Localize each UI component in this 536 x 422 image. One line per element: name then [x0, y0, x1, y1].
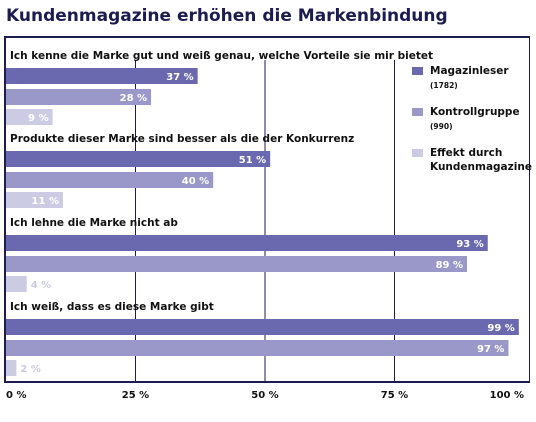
legend-label-kontrollgruppe: Kontrollgruppe: [430, 106, 520, 118]
chart-title: Kundenmagazine erhöhen die Markenbindung: [6, 6, 448, 26]
plot-area-border: [4, 38, 530, 383]
data-label-s0-c3: 99 %: [487, 323, 514, 334]
category-label-1: Produkte dieser Marke sind besser als di…: [10, 133, 354, 145]
data-label-s0-c2: 93 %: [456, 239, 483, 250]
tick-label-50: 50 %: [251, 390, 278, 401]
bar-s2-c3: [6, 360, 17, 376]
legend-swatch-effekt: [412, 149, 423, 157]
tick-label-25: 25 %: [122, 390, 149, 401]
tick-label-0: 0 %: [6, 390, 26, 401]
bar-s2-c1: [6, 192, 63, 208]
bar-s1-c0: [6, 89, 152, 105]
data-label-s2-c0: 9 %: [28, 113, 48, 124]
category-label-2: Ich lehne die Marke nicht ab: [10, 217, 178, 229]
legend-label-magazinleser: Magazinleser: [430, 65, 509, 77]
bar-s1-c2: [6, 256, 468, 272]
bar-s0-c3: [6, 319, 519, 335]
legend: Magazinleser (1782) Kontrollgruppe (990)…: [412, 64, 532, 186]
bar-s2-c0: [6, 109, 53, 125]
data-label-s0-c0: 37 %: [166, 72, 193, 83]
bar-s0-c0: [6, 68, 198, 84]
title-divider: [4, 36, 530, 38]
tick-label-75: 75 %: [381, 390, 408, 401]
data-label-s1-c2: 89 %: [436, 260, 463, 271]
category-label-3: Ich weiß, dass es diese Marke gibt: [10, 301, 214, 313]
tick-label-100: 100 %: [490, 390, 524, 401]
bar-s0-c2: [6, 235, 488, 251]
legend-item-magazinleser: Magazinleser (1782): [412, 64, 530, 93]
legend-note-kontrollgruppe: (990): [430, 122, 453, 131]
data-label-s1-c0: 28 %: [120, 93, 147, 104]
data-label-s2-c1: 11 %: [32, 196, 59, 207]
data-label-s0-c1: 51 %: [239, 155, 266, 166]
bar-s2-c2: [6, 276, 27, 292]
bar-s0-c1: [6, 151, 271, 167]
data-label-s1-c3: 97 %: [477, 344, 504, 355]
bar-s1-c3: [6, 340, 509, 356]
legend-label-effekt: Effekt durch Kundenmagazine: [430, 147, 532, 173]
data-label-s1-c1: 40 %: [182, 176, 209, 187]
data-label-s2-c2: 4 %: [31, 280, 51, 291]
legend-item-effekt: Effekt durch Kundenmagazine: [412, 146, 532, 174]
legend-swatch-magazinleser: [412, 67, 423, 75]
data-label-s2-c3: 2 %: [20, 364, 40, 375]
legend-swatch-kontrollgruppe: [412, 108, 423, 116]
legend-item-kontrollgruppe: Kontrollgruppe (990): [412, 105, 530, 134]
category-label-0: Ich kenne die Marke gut und weiß genau, …: [10, 50, 433, 62]
bar-s1-c1: [6, 172, 214, 188]
legend-note-magazinleser: (1782): [430, 81, 458, 90]
